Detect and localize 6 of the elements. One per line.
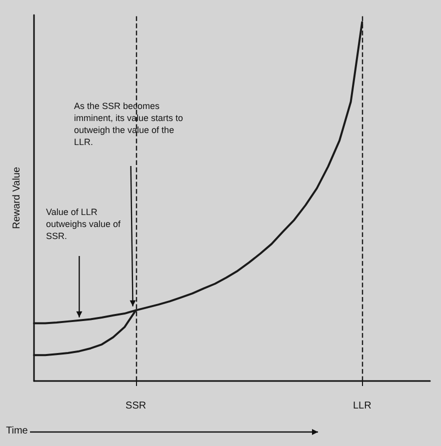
annotation: Value of LLR outweighs value of SSR.: [46, 206, 122, 242]
annotation: As the SSR becomes imminent, its value starts to outweigh the value of the LLR.: [74, 100, 184, 148]
x-tick-label: LLR: [352, 400, 372, 412]
y-axis-title: Reward Value: [12, 166, 22, 230]
x-tick-label: SSR: [126, 400, 146, 412]
x-axis-title: Time: [6, 426, 28, 436]
